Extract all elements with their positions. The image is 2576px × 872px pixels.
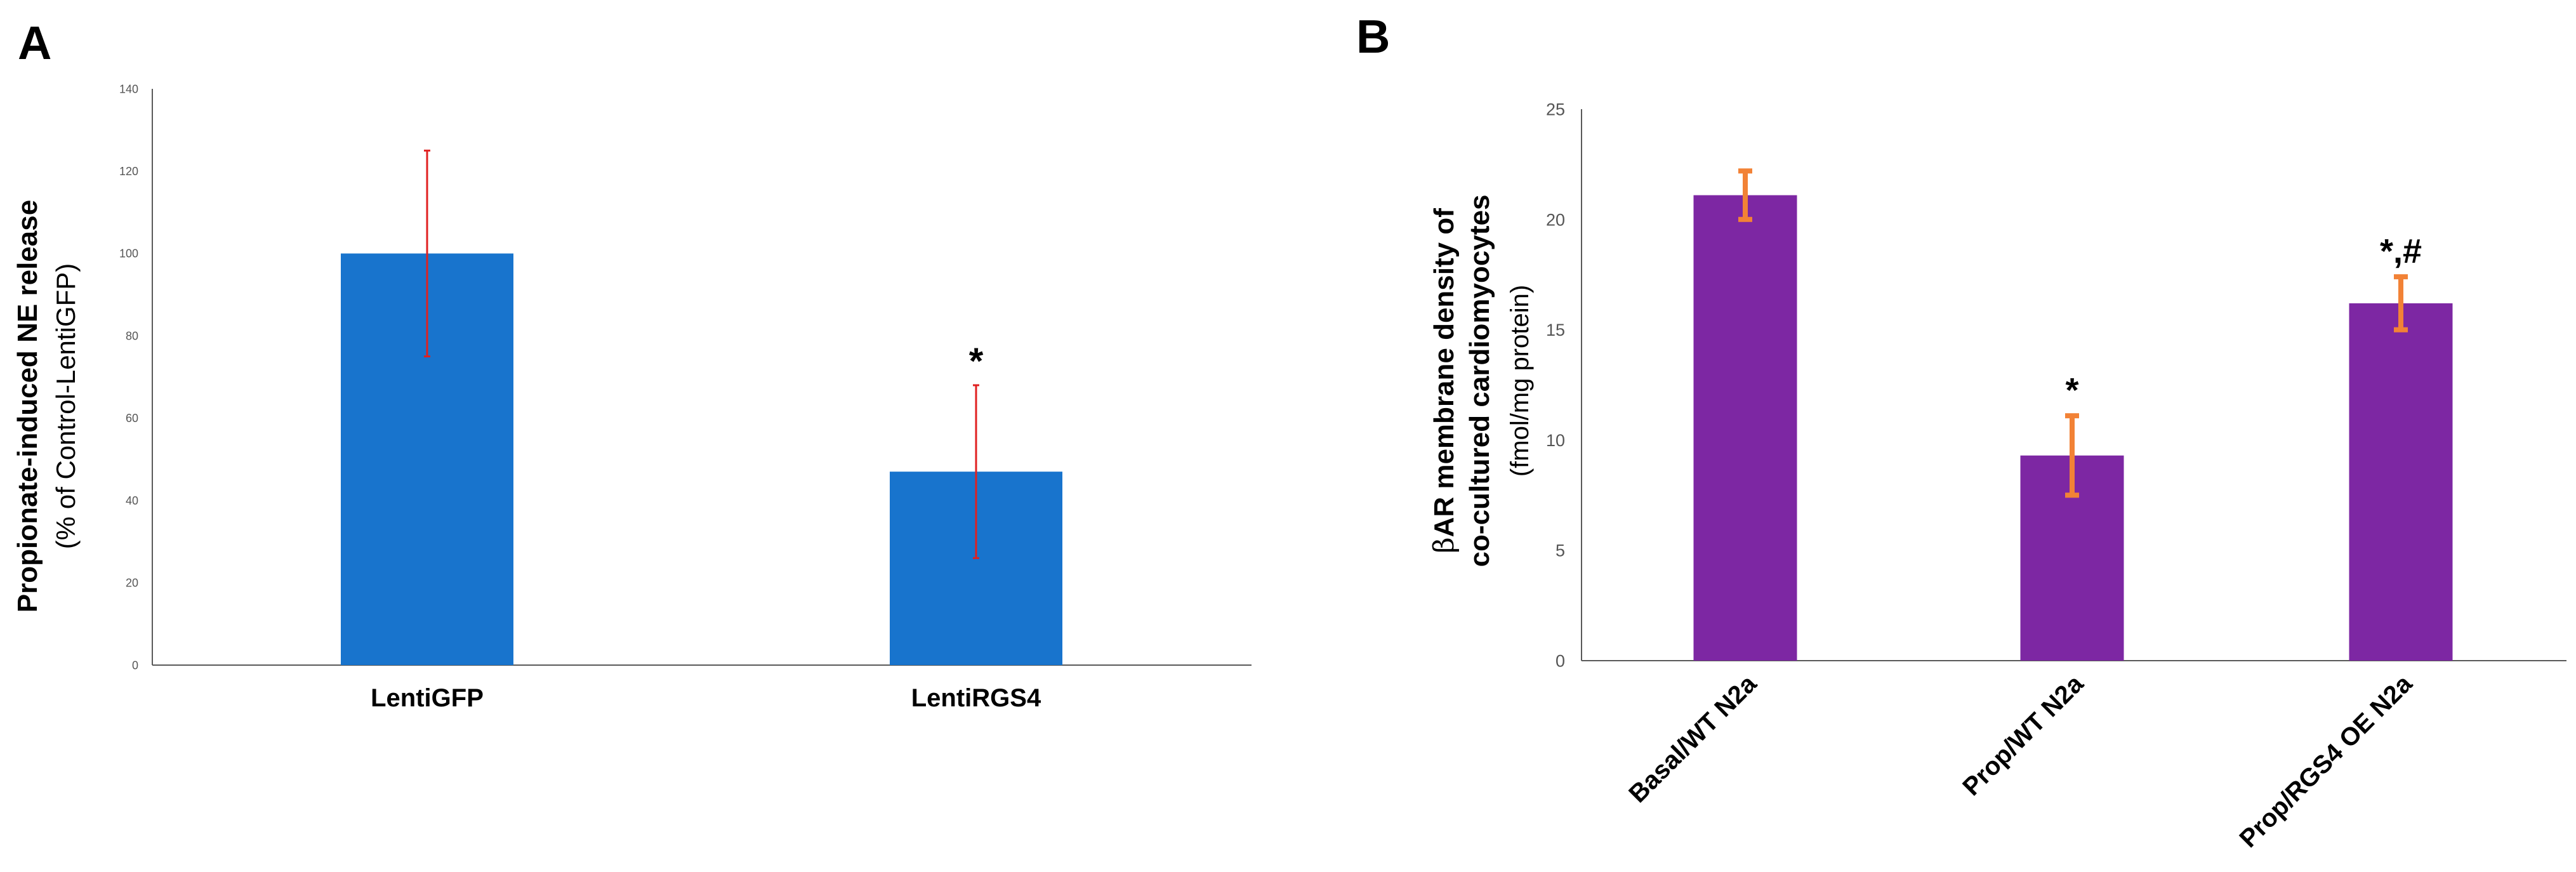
panel-a-category-label: LentiRGS4	[911, 684, 1041, 712]
panel-b-y-axis-label: βAR membrane density of	[1428, 208, 1460, 553]
panel-b-y-tick-label: 15	[1546, 320, 1565, 340]
panel-a-y-tick-label: 0	[132, 659, 138, 671]
panel-a-y-tick-label: 40	[126, 494, 138, 507]
panel-b-significance-mark: *,#	[2380, 232, 2422, 270]
panel-a-significance-mark: *	[969, 341, 984, 382]
panel-b-y-tick-label: 10	[1546, 431, 1565, 450]
panel-b-y-axis-label-line2: co-cultured cardiomyocytes	[1464, 195, 1495, 567]
panel-b-y-tick-label: 25	[1546, 100, 1565, 119]
panel-a-y-tick-label: 100	[119, 248, 138, 260]
panel-b-category-label: Prop/RGS4 OE N2a	[2234, 670, 2417, 853]
panel-b-y-axis-label-text: AR membrane density of	[1429, 208, 1460, 538]
panel-b: B βAR membrane density of co-cultured ca…	[1356, 10, 2566, 853]
panel-b-letter: B	[1356, 10, 1390, 63]
panel-a-category-label: LentiGFP	[371, 684, 484, 712]
panel-b-bar	[1693, 195, 1797, 661]
panel-a-y-axis-sublabel: (% of Control-LentiGFP)	[51, 263, 81, 549]
panel-a-y-axis-label: Propionate-induced NE release	[12, 200, 43, 612]
panel-b-category-label: Prop/WT N2a	[1957, 670, 2089, 802]
panel-a-letter: A	[18, 17, 51, 69]
panel-b-y-axis-label-prefix: β	[1428, 537, 1460, 553]
panel-a-y-tick-label: 60	[126, 412, 138, 425]
panel-b-significance-mark: *	[2065, 371, 2078, 409]
panel-b-y-tick-label: 5	[1556, 541, 1565, 560]
panel-a-y-tick-label: 140	[119, 83, 138, 95]
panel-b-y-tick-label: 0	[1556, 651, 1565, 670]
panel-b-y-axis-sublabel: (fmol/mg protein)	[1506, 285, 1534, 477]
panel-b-category-label: Basal/WT N2a	[1623, 670, 1762, 809]
panel-a: A Propionate-induced NE release (% of Co…	[12, 17, 1252, 712]
panel-a-y-tick-label: 120	[119, 165, 138, 178]
panel-b-y-tick-label: 20	[1546, 210, 1565, 229]
panel-a-y-tick-label: 80	[126, 329, 138, 342]
panel-a-y-tick-label: 20	[126, 577, 138, 590]
panel-b-bar	[2349, 303, 2453, 661]
